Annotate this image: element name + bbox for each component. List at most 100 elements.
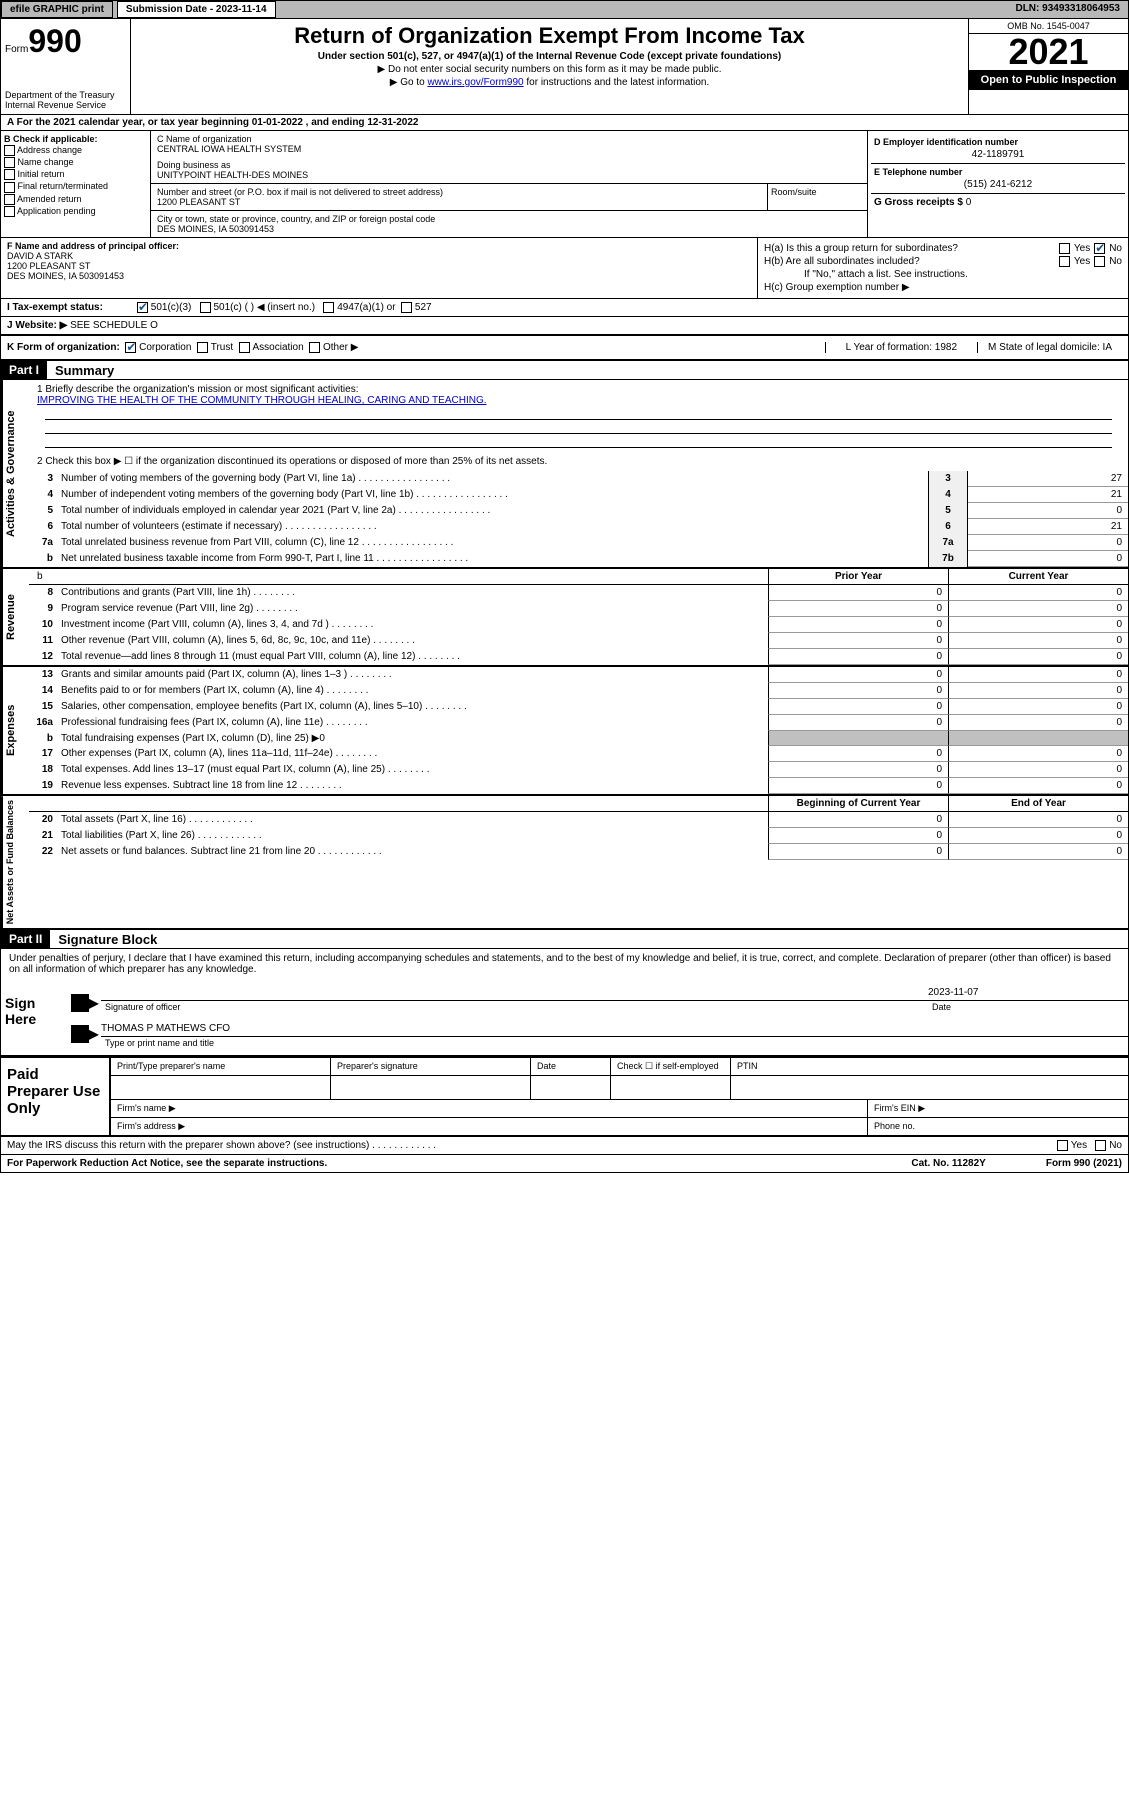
- gross-value: 0: [966, 197, 972, 208]
- summary-line: 4Number of independent voting members of…: [29, 487, 1128, 503]
- chk-trust[interactable]: [197, 342, 208, 353]
- chk-address-change[interactable]: [4, 145, 15, 156]
- expense-line: 18Total expenses. Add lines 13–17 (must …: [29, 762, 1128, 778]
- irs-label: Internal Revenue Service: [5, 100, 126, 110]
- expense-line: 15Salaries, other compensation, employee…: [29, 699, 1128, 715]
- firm-ein-label: Firm's EIN ▶: [868, 1100, 1128, 1117]
- phone-label: E Telephone number: [874, 167, 1122, 177]
- city-value: DES MOINES, IA 503091453: [157, 224, 861, 234]
- form-prefix: Form: [5, 44, 28, 55]
- hb-label: H(b) Are all subordinates included?: [764, 256, 1059, 267]
- sign-here-label: Sign Here: [1, 987, 71, 1049]
- website-label: J Website: ▶: [7, 320, 67, 331]
- gross-label: G Gross receipts $: [874, 197, 963, 208]
- ha-no[interactable]: [1094, 243, 1105, 254]
- irs-link[interactable]: www.irs.gov/Form990: [427, 77, 523, 88]
- discuss-yes[interactable]: [1057, 1140, 1068, 1151]
- may-discuss-row: May the IRS discuss this return with the…: [1, 1137, 1128, 1154]
- officer-addr2: DES MOINES, IA 503091453: [7, 271, 751, 281]
- tax-exempt-label: I Tax-exempt status:: [7, 302, 137, 313]
- city-label: City or town, state or province, country…: [157, 214, 861, 224]
- chk-amended[interactable]: [4, 194, 15, 205]
- cat-number: Cat. No. 11282Y: [911, 1158, 985, 1169]
- addr-value: 1200 PLEASANT ST: [157, 197, 761, 207]
- chk-app-pending[interactable]: [4, 206, 15, 217]
- mission-text: IMPROVING THE HEALTH OF THE COMMUNITY TH…: [37, 395, 1120, 406]
- sig-officer-label: Signature of officer: [101, 1001, 928, 1013]
- chk-501c[interactable]: [200, 302, 211, 313]
- dln: DLN: 93493318064953: [1007, 1, 1128, 18]
- submission-date: Submission Date - 2023-11-14: [117, 1, 276, 18]
- chk-final-return[interactable]: [4, 182, 15, 193]
- part2-title: Signature Block: [58, 932, 157, 947]
- may-discuss-text: May the IRS discuss this return with the…: [7, 1140, 436, 1151]
- firm-phone-label: Phone no.: [868, 1118, 1128, 1135]
- hb-yes[interactable]: [1059, 256, 1070, 267]
- ha-label: H(a) Is this a group return for subordin…: [764, 243, 1059, 254]
- vert-expenses: Expenses: [1, 667, 29, 794]
- netassets-line: 20Total assets (Part X, line 16)00: [29, 812, 1128, 828]
- part2-badge: Part II: [1, 930, 50, 948]
- revenue-line: 9Program service revenue (Part VIII, lin…: [29, 601, 1128, 617]
- addr-label: Number and street (or P.O. box if mail i…: [157, 187, 761, 197]
- hc-label: H(c) Group exemption number ▶: [764, 282, 910, 293]
- firm-name-label: Firm's name ▶: [111, 1100, 868, 1117]
- revenue-line: 8Contributions and grants (Part VIII, li…: [29, 585, 1128, 601]
- line2: 2 Check this box ▶ ☐ if the organization…: [29, 452, 1128, 471]
- summary-line: 6Total number of volunteers (estimate if…: [29, 519, 1128, 535]
- prep-date-header: Date: [531, 1058, 611, 1075]
- row-k: K Form of organization: Corporation Trus…: [1, 336, 1128, 361]
- chk-527[interactable]: [401, 302, 412, 313]
- box-b-title: B Check if applicable:: [4, 134, 147, 144]
- discuss-no[interactable]: [1095, 1140, 1106, 1151]
- vert-netassets: Net Assets or Fund Balances: [1, 796, 29, 928]
- state-domicile: M State of legal domicile: IA: [977, 342, 1122, 353]
- expense-line: 17Other expenses (Part IX, column (A), l…: [29, 746, 1128, 762]
- room-suite-label: Room/suite: [767, 184, 867, 211]
- prep-sig-header: Preparer's signature: [331, 1058, 531, 1075]
- paperwork-notice: For Paperwork Reduction Act Notice, see …: [7, 1158, 327, 1169]
- info-block: B Check if applicable: Address change Na…: [1, 131, 1128, 238]
- sig-date-value: 2023-11-07: [928, 987, 1128, 998]
- open-public-badge: Open to Public Inspection: [969, 70, 1128, 90]
- ha-yes[interactable]: [1059, 243, 1070, 254]
- prep-name-header: Print/Type preparer's name: [111, 1058, 331, 1075]
- efile-print-button[interactable]: efile GRAPHIC print: [1, 1, 113, 18]
- netassets-line: 21Total liabilities (Part X, line 26)00: [29, 828, 1128, 844]
- officer-name: DAVID A STARK: [7, 251, 751, 261]
- officer-typed-name: THOMAS P MATHEWS CFO: [101, 1023, 1128, 1034]
- chk-assoc[interactable]: [239, 342, 250, 353]
- chk-initial-return[interactable]: [4, 169, 15, 180]
- firm-addr-label: Firm's address ▶: [111, 1118, 868, 1135]
- netassets-line: 22Net assets or fund balances. Subtract …: [29, 844, 1128, 860]
- fg-block: F Name and address of principal officer:…: [1, 238, 1128, 299]
- ein-value: 42-1189791: [874, 149, 1122, 160]
- hb-no[interactable]: [1094, 256, 1105, 267]
- part1-badge: Part I: [1, 361, 47, 379]
- dba-name: UNITYPOINT HEALTH-DES MOINES: [157, 170, 861, 180]
- expense-line: bTotal fundraising expenses (Part IX, co…: [29, 731, 1128, 746]
- ein-label: D Employer identification number: [874, 137, 1122, 147]
- prior-year-header: Prior Year: [768, 569, 948, 584]
- chk-501c3[interactable]: [137, 302, 148, 313]
- expense-line: 19Revenue less expenses. Subtract line 1…: [29, 778, 1128, 794]
- declaration-text: Under penalties of perjury, I declare th…: [9, 953, 1120, 975]
- dba-label: Doing business as: [157, 160, 861, 170]
- chk-name-change[interactable]: [4, 157, 15, 168]
- topbar: efile GRAPHIC print Submission Date - 20…: [1, 1, 1128, 19]
- dept-treasury: Department of the Treasury: [5, 90, 126, 100]
- form-subtitle-2: ▶ Do not enter social security numbers o…: [135, 64, 964, 75]
- chk-corp[interactable]: [125, 342, 136, 353]
- chk-4947[interactable]: [323, 302, 334, 313]
- summary-line: 5Total number of individuals employed in…: [29, 503, 1128, 519]
- chk-other[interactable]: [309, 342, 320, 353]
- year-formation: L Year of formation: 1982: [825, 342, 977, 353]
- prep-selfemp-header: Check ☐ if self-employed: [611, 1058, 731, 1075]
- part1-title: Summary: [55, 363, 114, 378]
- expense-line: 14Benefits paid to or for members (Part …: [29, 683, 1128, 699]
- type-name-label: Type or print name and title: [101, 1037, 1128, 1049]
- part1-header-row: Part I Summary: [1, 361, 1128, 380]
- date-label: Date: [928, 1001, 1128, 1013]
- vert-revenue: Revenue: [1, 569, 29, 665]
- website-value: SEE SCHEDULE O: [70, 320, 158, 331]
